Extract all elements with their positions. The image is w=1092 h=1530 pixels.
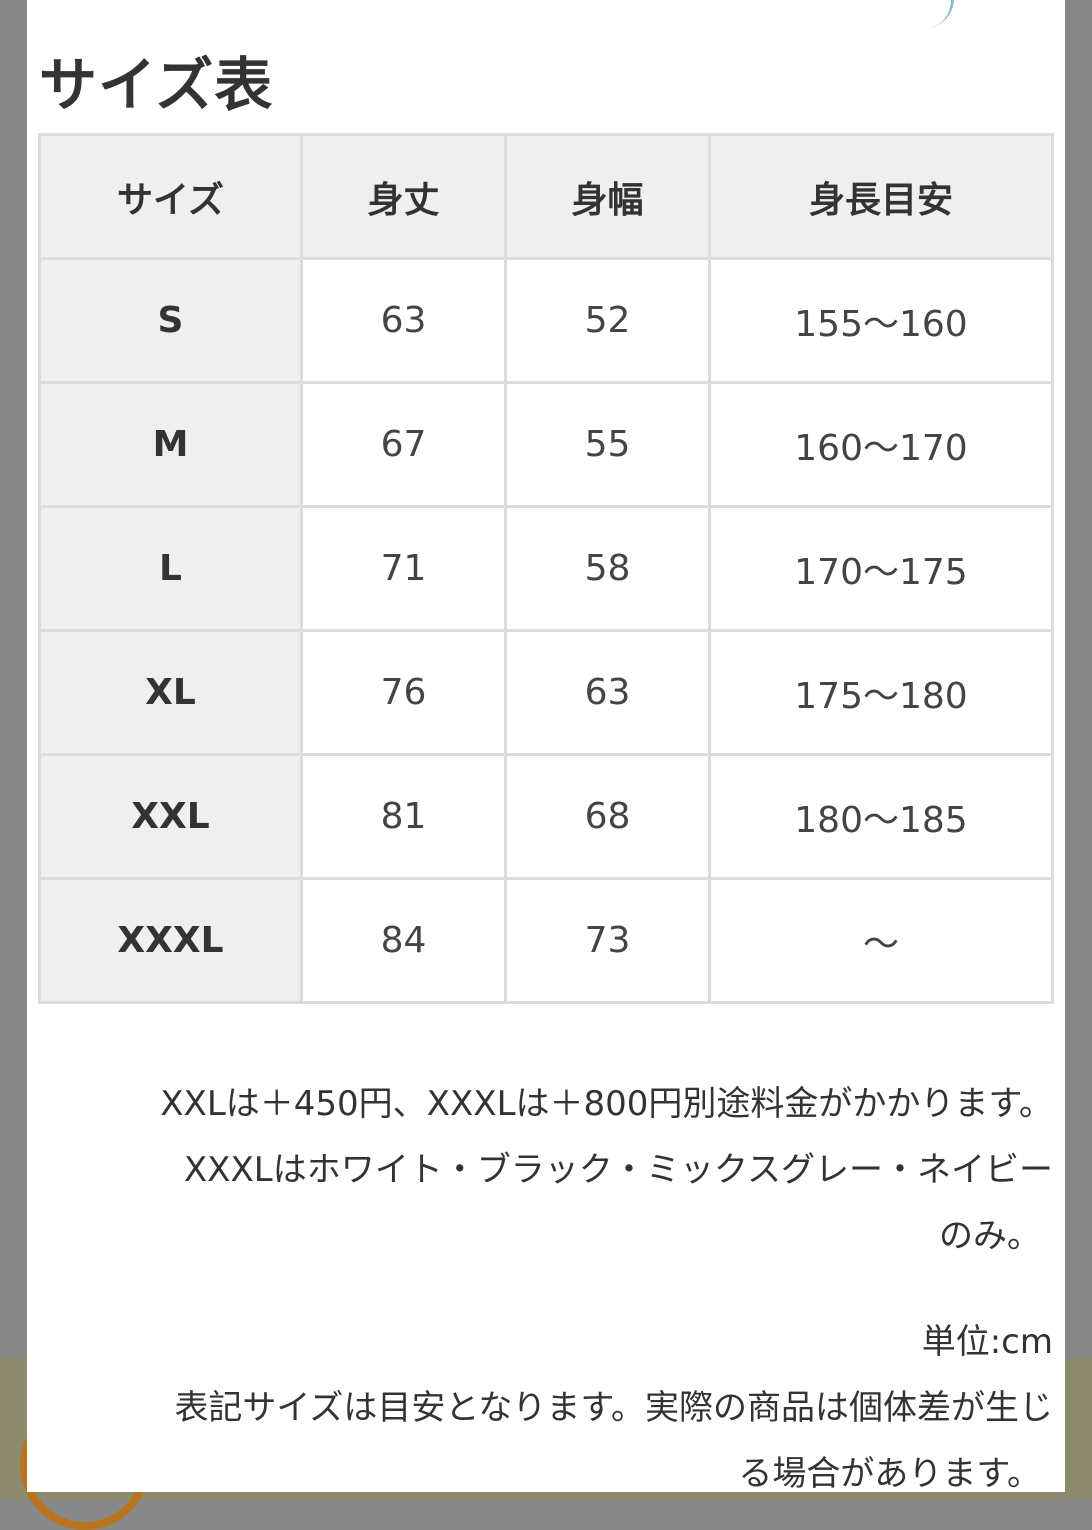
length-cell: 67 <box>300 381 507 508</box>
page-title: サイズ表 <box>39 51 274 119</box>
length-cell: 81 <box>300 753 507 880</box>
length-cell: 71 <box>300 505 507 632</box>
size-cell: S <box>38 257 303 384</box>
unit-label: 単位:cm <box>921 1322 1053 1362</box>
disclaimer-cont: る場合があります。 <box>738 1454 1041 1494</box>
width-cell: 73 <box>504 877 711 1004</box>
table-row: S 63 52 155〜160 <box>38 257 1054 384</box>
header-width: 身幅 <box>504 133 711 260</box>
header-length: 身丈 <box>300 133 507 260</box>
height-guide-cell: 175〜180 <box>708 629 1054 756</box>
size-table: サイズ 身丈 身幅 身長目安 S 63 52 155〜160 M 67 55 160〜170 L… <box>38 133 1054 1004</box>
table-row: L 71 58 170〜175 <box>38 505 1054 632</box>
width-cell: 55 <box>504 381 711 508</box>
table-row: XXL 81 68 180〜185 <box>38 753 1054 880</box>
header-height-guide: 身長目安 <box>708 133 1054 260</box>
size-cell: XXL <box>38 753 303 880</box>
table-row: XXXL 84 73 〜 <box>38 877 1054 1004</box>
header-size: サイズ <box>38 133 303 260</box>
height-guide-cell: 180〜185 <box>708 753 1054 880</box>
table-row: XL 76 63 175〜180 <box>38 629 1054 756</box>
height-guide-cell: 160〜170 <box>708 381 1054 508</box>
decorative-stroke <box>920 0 959 29</box>
size-cell: XXXL <box>38 877 303 1004</box>
width-cell: 68 <box>504 753 711 880</box>
note-xxxl-colors: XXXLはホワイト・ブラック・ミックスグレー・ネイビー <box>183 1150 1053 1190</box>
size-cell: M <box>38 381 303 508</box>
note-surcharge: XXLは＋450円、XXXLは＋800円別途料金がかかります。 <box>160 1084 1053 1124</box>
length-cell: 84 <box>300 877 507 1004</box>
table-row: M 67 55 160〜170 <box>38 381 1054 508</box>
width-cell: 52 <box>504 257 711 384</box>
size-chart-panel: サイズ表 サイズ 身丈 身幅 身長目安 S 63 52 155〜160 M 67 55 160… <box>27 0 1065 1494</box>
width-cell: 58 <box>504 505 711 632</box>
size-cell: XL <box>38 629 303 756</box>
disclaimer: 表記サイズは目安となります。実際の商品は個体差が生じ <box>174 1388 1053 1428</box>
height-guide-cell: 170〜175 <box>708 505 1054 632</box>
width-cell: 63 <box>504 629 711 756</box>
length-cell: 76 <box>300 629 507 756</box>
table-header-row: サイズ 身丈 身幅 身長目安 <box>38 133 1054 260</box>
length-cell: 63 <box>300 257 507 384</box>
note-xxxl-colors-cont: のみ。 <box>939 1216 1041 1256</box>
height-guide-cell: 〜 <box>708 877 1054 1004</box>
height-guide-cell: 155〜160 <box>708 257 1054 384</box>
size-cell: L <box>38 505 303 632</box>
